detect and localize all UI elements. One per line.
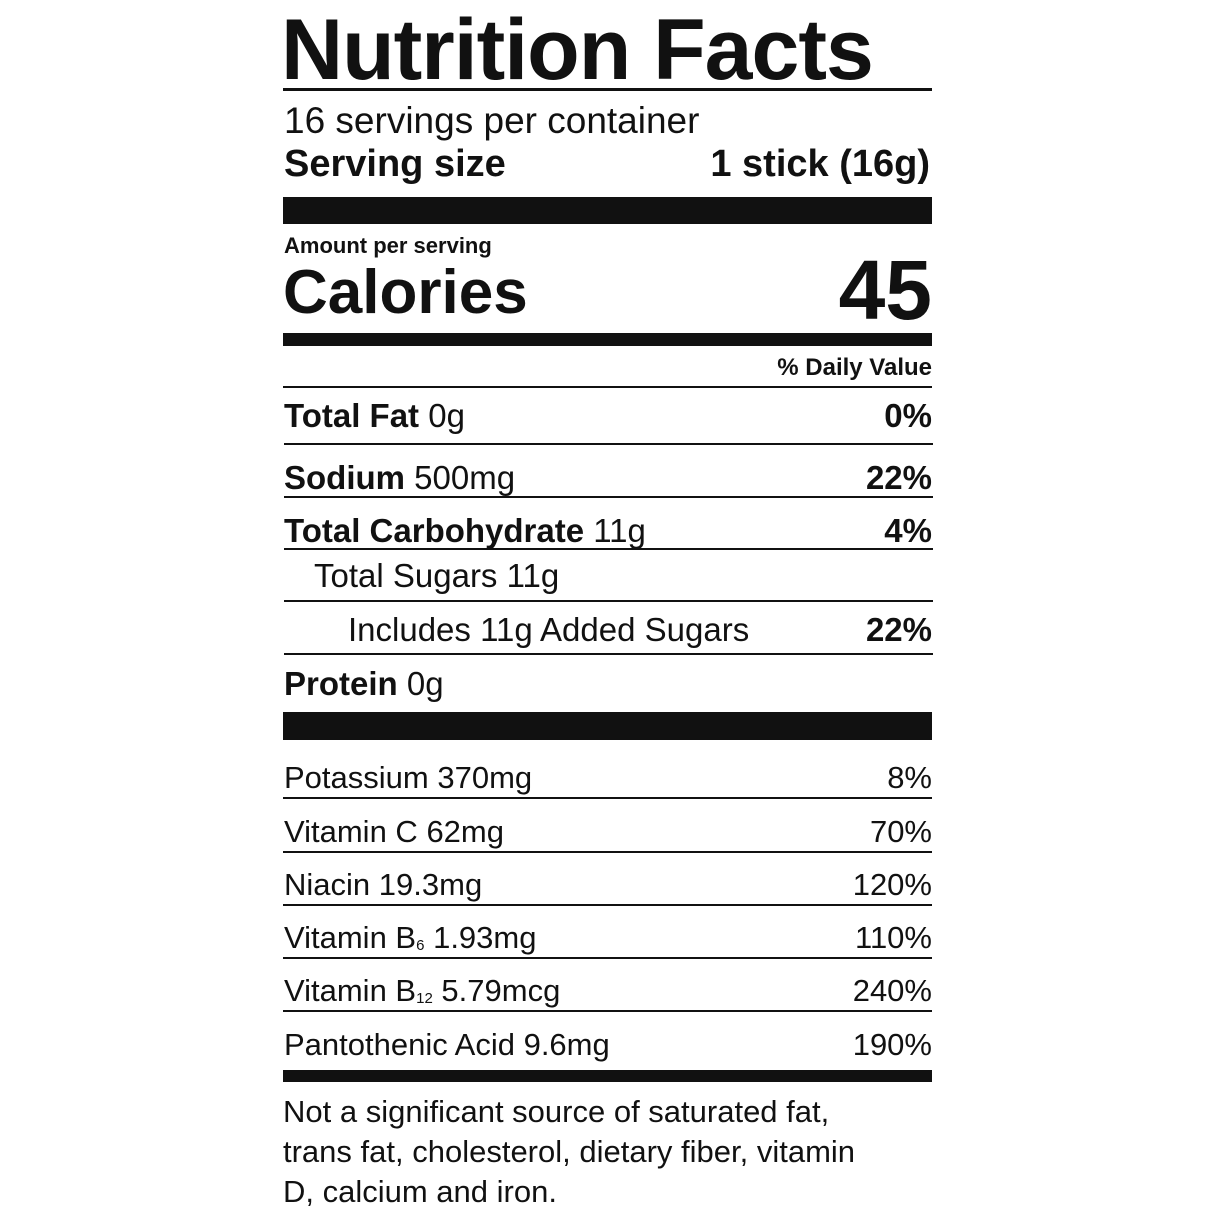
footnote-line: trans fat, cholesterol, dietary fiber, v… [283, 1134, 856, 1169]
nutrient-name: Total Carbohydrate [284, 512, 585, 549]
vitamin-name: Vitamin B [284, 973, 417, 1008]
rule [284, 443, 933, 445]
nutrient-amount: 0g [428, 397, 465, 434]
nutrient-name: Protein [284, 665, 398, 702]
vitamin-row: Potassium 370mg [284, 757, 532, 799]
rule [284, 653, 933, 655]
calories-value: 45 [838, 243, 932, 337]
nutrient-name: Total Sugars [314, 557, 498, 594]
nutrient-row: Total Carbohydrate 11g [284, 509, 646, 553]
vitamin-amount: 9.6mg [523, 1027, 610, 1062]
nutrient-row: Protein 0g [284, 662, 444, 706]
medium-rule [283, 333, 932, 346]
vitamin-amount: 5.79mcg [441, 973, 561, 1008]
serving-size-label: Serving size [284, 143, 506, 185]
serving-size-value: 1 stick (16g) [710, 143, 930, 185]
rule [283, 904, 932, 906]
nutrient-amount: 11g [506, 557, 560, 594]
vitamin-dv: 190% [852, 1027, 932, 1062]
nutrient-dv: 22% [865, 459, 932, 496]
calories-label: Calories [283, 258, 528, 327]
vitamin-subscript: 6 [416, 937, 425, 954]
thick-rule [283, 712, 932, 740]
nutrient-name: Sodium [284, 459, 405, 496]
vitamin-subscript: 12 [416, 990, 433, 1007]
rule [283, 386, 932, 388]
footnote-line: D, calcium and iron. [283, 1174, 557, 1209]
vitamin-row: Niacin 19.3mg [284, 864, 482, 906]
title: Nutrition Facts [281, 2, 874, 98]
vitamin-dv: 8% [887, 760, 932, 795]
nutrient-dv: 0% [884, 397, 932, 434]
nutrient-name: Includes 11g Added Sugars [348, 611, 750, 648]
vitamin-amount: 370mg [437, 760, 533, 795]
vitamin-name: Vitamin B [284, 920, 417, 955]
nutrient-row: Sodium 500mg [284, 456, 515, 500]
nutrient-row: Total Fat 0g [284, 394, 465, 438]
nutrient-name: Total Fat [284, 397, 420, 434]
footnote-line: Not a significant source of saturated fa… [283, 1094, 830, 1129]
vitamin-dv: 110% [855, 920, 932, 955]
vitamin-row: Vitamin C 62mg [284, 811, 504, 853]
vitamin-name: Potassium [284, 760, 429, 795]
nutrient-amount: 11g [593, 512, 646, 549]
vitamin-row: Vitamin B6 1.93mg [284, 917, 536, 967]
thick-rule [283, 197, 932, 224]
amount-per-serving: Amount per serving [284, 233, 492, 258]
vitamin-amount: 1.93mg [433, 920, 537, 955]
rule [283, 957, 932, 959]
servings: 16 servings per container [284, 100, 700, 141]
vitamin-name: Niacin [284, 867, 371, 902]
vitamin-amount: 19.3mg [378, 867, 483, 902]
medium-rule [283, 1070, 932, 1082]
nutrient-row: Includes 11g Added Sugars [348, 608, 749, 652]
nutrient-amount: 500mg [414, 459, 516, 496]
nutrient-dv: 22% [865, 611, 932, 648]
vitamin-name: Vitamin C [284, 814, 418, 849]
vitamin-row: Vitamin B12 5.79mcg [284, 970, 560, 1020]
vitamin-dv: 240% [852, 973, 932, 1008]
nutrient-dv: 4% [884, 512, 932, 549]
vitamin-name: Pantothenic Acid [284, 1027, 515, 1062]
rule [283, 851, 932, 853]
vitamin-dv: 70% [869, 814, 932, 849]
rule [283, 88, 932, 91]
vitamin-row: Pantothenic Acid 9.6mg [284, 1024, 610, 1066]
rule [284, 600, 933, 602]
nutrient-row: Total Sugars 11g [314, 554, 559, 598]
vitamin-dv: 120% [852, 867, 932, 902]
rule [283, 1010, 932, 1012]
rule [284, 548, 933, 550]
rule [283, 797, 932, 799]
daily-value-header: % Daily Value [777, 354, 932, 381]
rule [284, 496, 933, 498]
nutrient-amount: 0g [406, 665, 444, 702]
vitamin-amount: 62mg [426, 814, 504, 849]
